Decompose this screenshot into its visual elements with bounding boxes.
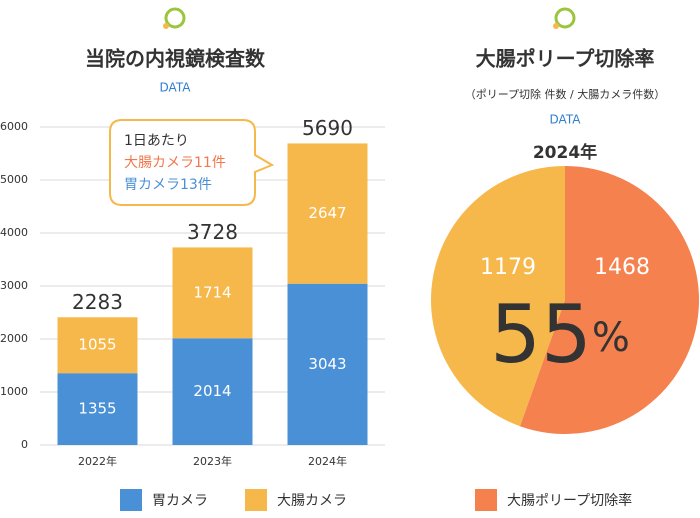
legend-swatch (120, 489, 142, 511)
title: 当院の内視鏡検査数 (85, 47, 266, 71)
bar-segment (57, 317, 138, 374)
center-value: 55 (490, 288, 592, 381)
source: DATA (550, 113, 582, 127)
x-tick-label: 2022年 (78, 454, 117, 468)
center-label: 55% (490, 288, 630, 381)
pie-slice (519, 166, 699, 434)
legend-swatch (245, 489, 267, 511)
annotation: 大腸カメラ11件 (124, 155, 226, 171)
legend-label: 大腸カメラ (277, 493, 347, 509)
pie-slice (430, 166, 565, 427)
annotation: 胃カメラ13件 (124, 177, 212, 193)
data-label: 3043 (308, 355, 346, 373)
data-label: 1355 (78, 400, 116, 418)
bar-segment (287, 143, 368, 284)
y-tick-label: 1000 (0, 385, 28, 398)
total-label: 3728 (187, 220, 238, 244)
center-unit: % (592, 315, 630, 361)
data-label: 2647 (308, 204, 346, 222)
y-tick-label: 2000 (0, 332, 28, 345)
legend-label: 胃カメラ (152, 493, 208, 509)
legend-swatch (475, 489, 497, 511)
y-tick-label: 0 (21, 438, 28, 451)
logo (163, 7, 576, 29)
total-label: 5690 (302, 116, 353, 140)
total-label: 2283 (72, 290, 123, 314)
annotation: 1日あたり (124, 133, 189, 149)
y-tick-label: 6000 (0, 120, 28, 133)
bar-segment (287, 283, 368, 445)
year: 2024年 (533, 142, 597, 163)
legend-label: 大腸ポリープ切除率 (507, 492, 632, 509)
bar-segment (172, 338, 253, 445)
data-label: 1714 (193, 283, 231, 301)
slice-label: 1179 (480, 255, 536, 280)
subtitle: DATA (160, 81, 192, 95)
data-label: 2014 (193, 382, 231, 400)
y-tick-label: 5000 (0, 173, 28, 186)
subtitle: （ポリープ切除 件数 / 大腸カメラ件数） (465, 87, 666, 101)
callout (109, 119, 275, 206)
bar-segment (172, 247, 253, 339)
data-label: 1055 (78, 336, 116, 354)
x-tick-label: 2023年 (193, 454, 232, 468)
y-tick-label: 3000 (0, 279, 28, 292)
y-tick-label: 4000 (0, 226, 28, 239)
title: 大腸ポリープ切除率 (476, 47, 655, 71)
slice-label: 1468 (594, 255, 650, 280)
bar-segment (57, 373, 138, 445)
x-tick-label: 2024年 (308, 454, 347, 468)
